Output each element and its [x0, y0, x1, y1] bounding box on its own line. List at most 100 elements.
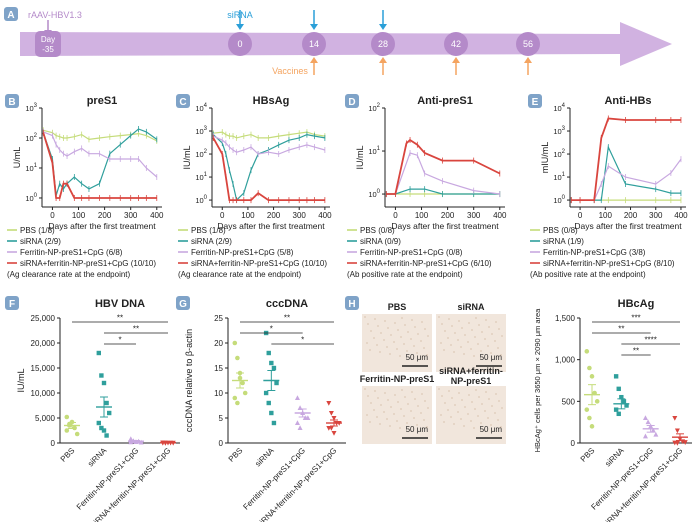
y-tick-label: 500 — [562, 397, 576, 406]
chart-title: Anti-preS1 — [417, 95, 473, 107]
y-tick-label: 1,500 — [555, 314, 576, 323]
data-point — [587, 415, 592, 421]
tissue-texture — [407, 331, 409, 333]
tissue-texture — [484, 338, 486, 340]
x-tick-label: 100 — [415, 211, 429, 220]
y-tick-label: 0 — [219, 439, 224, 448]
tissue-texture — [474, 408, 476, 410]
y-tick-label: 10 — [214, 389, 223, 398]
tissue-texture — [404, 396, 406, 398]
tissue-texture — [490, 424, 492, 426]
y-tick-label: 5,000 — [35, 414, 56, 423]
tissue-texture — [457, 411, 459, 413]
significance-label: ** — [284, 314, 290, 323]
panel-label-box — [176, 296, 190, 310]
siRNA-arrowhead — [310, 24, 318, 30]
vaccine-arrowhead — [524, 57, 532, 63]
data-point — [235, 400, 240, 406]
tissue-texture — [448, 390, 450, 392]
tissue-texture — [438, 388, 440, 390]
legend-entry: siRNA+ferritin-NP-preS1+CpG (8/10) — [543, 259, 675, 268]
tissue-texture — [416, 352, 418, 354]
tissue-texture — [477, 343, 479, 345]
tissue-texture — [417, 333, 419, 335]
tissue-texture — [447, 409, 449, 411]
y-tick-label: 102 — [553, 149, 565, 159]
tissue-texture — [373, 337, 375, 339]
tissue-texture — [413, 345, 415, 347]
panel-label: B — [8, 97, 15, 108]
y-axis-label: HBcAg⁺ cells per 3650 μm × 2090 μm area — [533, 308, 542, 453]
series-line-sirna-ferritin-np-pres1-cpg — [571, 117, 681, 202]
tissue-texture — [494, 412, 496, 414]
tissue-texture — [475, 317, 477, 319]
siRNA-arrowhead — [236, 24, 244, 30]
panel-label-a: A — [7, 10, 14, 21]
timeline-day: Day — [41, 35, 55, 44]
series-line-sirna-ferritin-np-pres1-cpg — [212, 137, 325, 202]
x-tick-label: 0 — [50, 211, 55, 220]
tissue-texture — [450, 416, 452, 418]
data-point — [674, 441, 680, 446]
tissue-texture — [441, 395, 443, 397]
x-tick-label: 100 — [72, 211, 86, 220]
tissue-texture — [468, 394, 470, 396]
tissue-texture — [410, 410, 412, 412]
legend-entry: siRNA+ferritin-NP-preS1+CpG (10/10) — [20, 259, 156, 268]
y-tick-label: 103 — [553, 126, 565, 136]
series-line-sirna-ferritin-np-pres1-cpg — [386, 138, 501, 195]
scale-bar-label: 50 μm — [406, 425, 429, 434]
tissue-texture — [423, 419, 425, 421]
legend-entry: (Ab positive rate at the endpoint) — [530, 270, 646, 279]
legend-entry: (Ab positive rate at the endpoint) — [347, 270, 463, 279]
timeline-node — [516, 32, 540, 56]
tissue-texture — [370, 402, 372, 404]
chart-hbv-dna: F HBV DNA 0 5,000 10,000 15,000 20,000 25,000 IU… — [5, 296, 180, 522]
tissue-texture — [377, 325, 379, 327]
tissue-texture — [414, 326, 416, 328]
tissue-texture — [495, 393, 497, 395]
data-point — [104, 433, 109, 438]
data-point — [584, 407, 590, 412]
tissue-texture — [488, 398, 490, 400]
tissue-texture — [443, 421, 445, 423]
tissue-texture — [463, 425, 465, 427]
legend-entry: Ferritin-NP-preS1+CpG (0/8) — [360, 248, 463, 257]
y-tick-label: 5 — [219, 414, 224, 423]
chart-title: cccDNA — [266, 298, 308, 310]
data-point — [650, 427, 656, 433]
tissue-texture — [495, 321, 497, 323]
y-tick-label: 100 — [25, 193, 37, 203]
data-point — [101, 380, 107, 386]
tissue-texture — [501, 335, 503, 337]
tissue-texture — [383, 411, 385, 413]
x-tick-label: 300 — [649, 211, 663, 220]
tissue-texture — [414, 398, 416, 400]
category-label: Ferritin-NP-preS1+CpG — [75, 446, 141, 512]
data-point — [653, 431, 659, 437]
y-tick-label: 104 — [553, 103, 565, 113]
tissue-texture — [399, 427, 401, 429]
data-point — [266, 350, 271, 356]
x-tick-label: 0 — [393, 211, 398, 220]
timeline-day: 56 — [523, 39, 533, 49]
y-axis-label: IU/mL — [16, 368, 26, 392]
timeline-node — [228, 32, 252, 56]
tissue-texture — [390, 406, 392, 408]
panel-label: G — [179, 299, 187, 310]
y-tick-label: 20 — [214, 339, 223, 348]
tissue-texture — [497, 419, 499, 421]
data-point — [584, 349, 590, 354]
x-tick-label: 400 — [493, 211, 507, 220]
tissue-texture — [485, 319, 487, 321]
chart-title: HBcAg — [618, 298, 655, 310]
tissue-texture — [404, 324, 406, 326]
legend-entry: PBS (0/8) — [360, 226, 395, 235]
tissue-texture — [384, 320, 386, 322]
tissue-texture — [386, 418, 388, 420]
tissue-texture — [427, 407, 429, 409]
micrograph-tile: siRNA 50 μm — [436, 302, 506, 372]
data-point — [294, 395, 300, 400]
